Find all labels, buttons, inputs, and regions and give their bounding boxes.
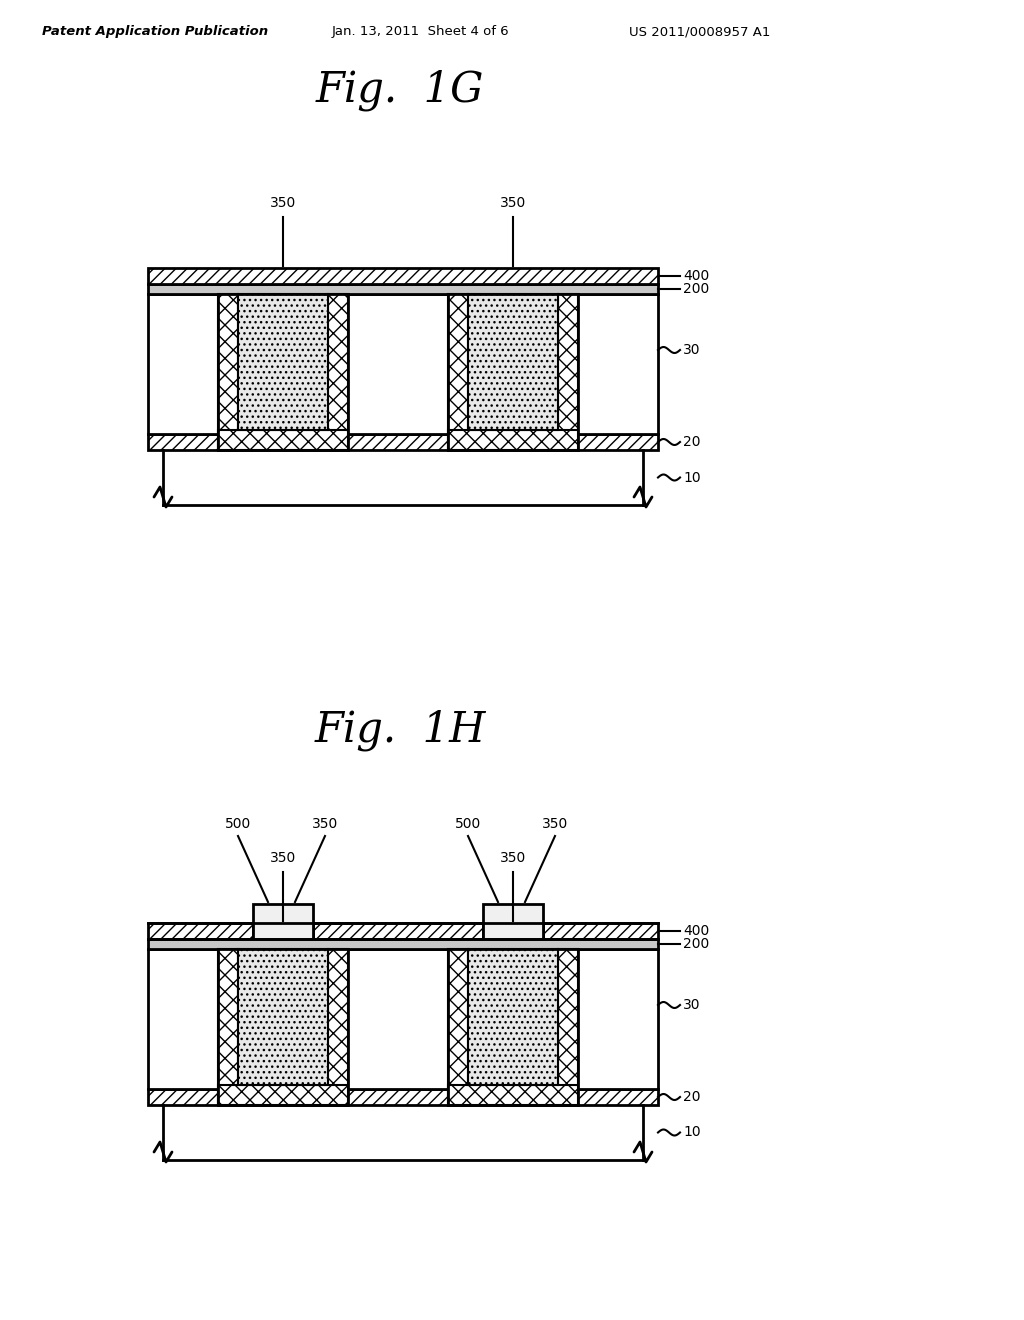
- Bar: [148, 434, 658, 450]
- Text: 350: 350: [270, 851, 296, 865]
- Text: 30: 30: [683, 998, 700, 1012]
- Bar: [218, 430, 348, 450]
- Bar: [558, 949, 578, 1105]
- Bar: [449, 430, 578, 450]
- Bar: [543, 923, 658, 939]
- Text: 20: 20: [683, 1090, 700, 1104]
- Bar: [218, 1085, 348, 1105]
- Bar: [148, 294, 658, 434]
- Text: 10: 10: [683, 1126, 700, 1139]
- Bar: [148, 949, 658, 1089]
- Bar: [148, 1089, 658, 1105]
- Bar: [483, 904, 543, 939]
- Text: 20: 20: [683, 436, 700, 449]
- Text: 400: 400: [683, 924, 710, 939]
- Bar: [238, 294, 328, 430]
- Bar: [253, 904, 313, 939]
- Text: 200: 200: [683, 937, 710, 950]
- Bar: [468, 294, 558, 430]
- Bar: [148, 923, 253, 939]
- Bar: [218, 294, 238, 450]
- Text: 30: 30: [683, 343, 700, 356]
- Text: 200: 200: [683, 282, 710, 296]
- Bar: [238, 949, 328, 1085]
- Bar: [148, 284, 658, 294]
- Text: 400: 400: [683, 269, 710, 282]
- Bar: [468, 949, 558, 1085]
- Bar: [218, 949, 238, 1105]
- Bar: [449, 1085, 578, 1105]
- Text: Fig.  1H: Fig. 1H: [314, 709, 485, 751]
- Text: 350: 350: [500, 195, 526, 210]
- Text: 350: 350: [500, 851, 526, 865]
- Text: 500: 500: [455, 817, 481, 832]
- Text: 350: 350: [312, 817, 338, 832]
- Text: 350: 350: [542, 817, 568, 832]
- Text: Fig.  1G: Fig. 1G: [315, 69, 484, 111]
- Bar: [313, 923, 483, 939]
- Text: Jan. 13, 2011  Sheet 4 of 6: Jan. 13, 2011 Sheet 4 of 6: [331, 25, 509, 38]
- Text: 10: 10: [683, 470, 700, 484]
- Text: 350: 350: [270, 195, 296, 210]
- Bar: [449, 949, 468, 1105]
- Bar: [148, 268, 658, 284]
- Text: Patent Application Publication: Patent Application Publication: [42, 25, 268, 38]
- Bar: [328, 949, 348, 1105]
- Bar: [558, 294, 578, 450]
- Bar: [328, 294, 348, 450]
- Bar: [449, 294, 468, 450]
- Text: US 2011/0008957 A1: US 2011/0008957 A1: [630, 25, 771, 38]
- Bar: [148, 939, 658, 949]
- Text: 500: 500: [225, 817, 251, 832]
